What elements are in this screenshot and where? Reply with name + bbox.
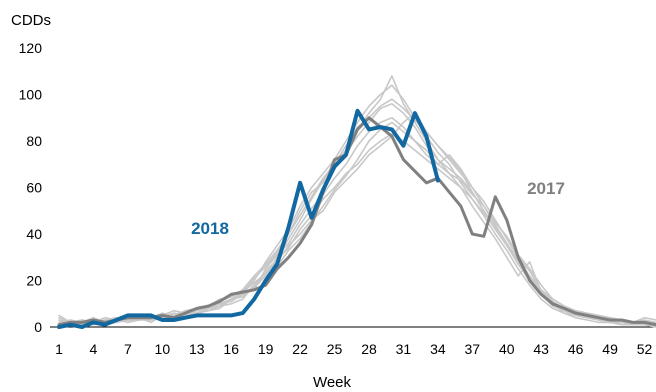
x-tick-label: 4 <box>90 341 98 357</box>
y-tick-label: 0 <box>34 319 42 335</box>
y-tick-label: 60 <box>26 180 42 196</box>
x-tick-label: 22 <box>292 341 308 357</box>
historical-series-line <box>58 117 656 326</box>
x-tick-label: 16 <box>223 341 239 357</box>
x-tick-label: 1 <box>55 341 63 357</box>
x-tick-label: 46 <box>568 341 584 357</box>
series-line-2018 <box>57 108 440 329</box>
y-tick-label: 100 <box>19 87 43 103</box>
historical-series-line <box>58 121 656 326</box>
y-tick-label: 80 <box>26 133 42 149</box>
y-axis-tick-labels: 0 20 40 60 80 100 120 <box>19 40 43 335</box>
x-tick-label: 31 <box>396 341 412 357</box>
x-axis-tick-labels: 1 4 7 10 13 16 19 22 25 28 31 34 37 40 43 46 49 52 <box>55 341 652 357</box>
x-tick-label: 37 <box>465 341 481 357</box>
historical-series-line <box>58 98 656 328</box>
x-tick-label: 40 <box>499 341 515 357</box>
x-tick-label: 13 <box>189 341 205 357</box>
historical-series-line <box>58 103 656 326</box>
y-tick-label: 120 <box>19 40 43 56</box>
x-tick-label: 19 <box>258 341 274 357</box>
y-axis-title: CDDs <box>11 12 51 29</box>
x-tick-label: 7 <box>124 341 132 357</box>
highlighted-series-group <box>57 108 656 329</box>
y-tick-label: 20 <box>26 273 42 289</box>
x-tick-label: 25 <box>327 341 343 357</box>
x-axis-title: Week <box>313 374 352 391</box>
x-tick-label: 49 <box>602 341 618 357</box>
y-tick-label: 40 <box>26 226 42 242</box>
x-tick-label: 43 <box>533 341 549 357</box>
x-tick-label: 52 <box>637 341 653 357</box>
historical-series-line <box>58 133 656 324</box>
x-tick-label: 34 <box>430 341 446 357</box>
series-line-2017 <box>57 116 656 327</box>
series-label-2017: 2017 <box>527 179 565 198</box>
historical-series-line <box>58 84 656 328</box>
x-tick-label: 28 <box>361 341 377 357</box>
x-tick-label: 10 <box>155 341 171 357</box>
series-label-2018: 2018 <box>191 219 229 238</box>
